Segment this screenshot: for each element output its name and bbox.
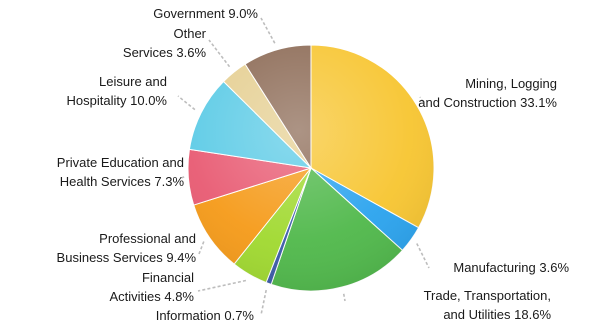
pie-slices — [187, 44, 435, 292]
leader-line-1 — [416, 243, 430, 269]
slice-label-1-line-0: Manufacturing 3.6% — [453, 260, 569, 275]
slice-label-5-line-1: Business Services 9.4% — [57, 250, 197, 265]
slice-label-5: Professional and Business Services 9.4% — [57, 231, 197, 265]
slice-label-4-line-0: Financial — [142, 270, 194, 285]
slice-label-8-line-0: Other — [173, 26, 206, 41]
slice-label-2-line-1: and Utilities 18.6% — [443, 307, 551, 322]
slice-label-3-line-0: Information 0.7% — [156, 308, 255, 323]
slice-label-0: Mining, Logging and Construction 33.1% — [418, 76, 557, 110]
slice-label-2: Trade, Transportation, and Utilities 18.6… — [424, 288, 552, 322]
leader-line-3 — [260, 289, 267, 316]
slice-label-0-line-0: Mining, Logging — [465, 76, 557, 91]
slice-label-7-line-1: Hospitality 10.0% — [67, 93, 168, 108]
slice-label-1: Manufacturing 3.6% — [453, 260, 569, 275]
leader-line-2 — [342, 293, 346, 302]
leader-line-7 — [177, 95, 196, 111]
slice-label-2-line-0: Trade, Transportation, — [424, 288, 551, 303]
slice-labels: Mining, Logging and Construction 33.1% Man… — [57, 6, 570, 323]
slice-label-7-line-0: Leisure and — [99, 74, 167, 89]
slice-label-5-line-0: Professional and — [99, 231, 196, 246]
leader-line-9 — [260, 17, 276, 44]
slice-label-0-line-1: and Construction 33.1% — [418, 95, 557, 110]
slice-label-9: Government 9.0% — [153, 6, 258, 21]
leader-line-0 — [419, 96, 424, 103]
slice-label-9-line-0: Government 9.0% — [153, 6, 258, 21]
slice-label-6: Private Education and Health Services 7.3… — [57, 155, 185, 189]
slice-label-8: Other Services 3.6% — [123, 26, 207, 60]
slice-label-6-line-1: Health Services 7.3% — [60, 174, 185, 189]
slice-label-4: Financial Activities 4.8% — [109, 270, 194, 304]
slice-label-8-line-1: Services 3.6% — [123, 45, 207, 60]
leader-line-8 — [208, 39, 231, 68]
slice-label-4-line-1: Activities 4.8% — [109, 289, 194, 304]
slice-label-7: Leisure and Hospitality 10.0% — [67, 74, 168, 108]
slice-label-6-line-0: Private Education and — [57, 155, 184, 170]
leader-line-4 — [197, 279, 247, 292]
leader-lines — [177, 17, 430, 316]
slice-label-3: Information 0.7% — [156, 308, 255, 323]
leader-line-5 — [198, 241, 205, 255]
leader-line-6 — [181, 175, 187, 179]
